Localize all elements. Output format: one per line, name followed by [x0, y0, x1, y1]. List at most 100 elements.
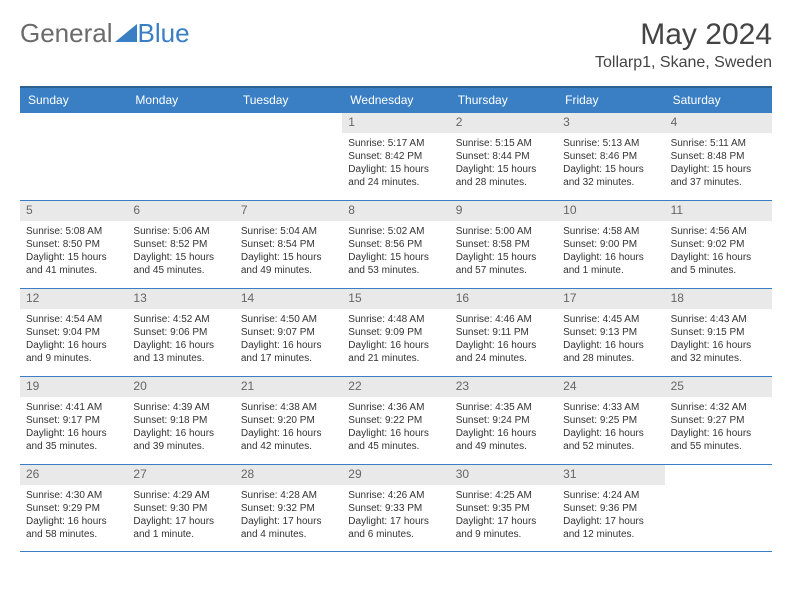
daylight-line: Daylight: 17 hours and 6 minutes. — [348, 515, 443, 541]
sunset-line: Sunset: 9:07 PM — [241, 326, 336, 339]
daylight-line: Daylight: 16 hours and 21 minutes. — [348, 339, 443, 365]
calendar-cell: 3Sunrise: 5:13 AMSunset: 8:46 PMDaylight… — [557, 112, 664, 200]
sunset-line: Sunset: 9:29 PM — [26, 502, 121, 515]
sunrise-line: Sunrise: 4:29 AM — [133, 489, 228, 502]
sunset-line: Sunset: 8:56 PM — [348, 238, 443, 251]
day-number: 1 — [342, 113, 449, 133]
weekday-label: Monday — [127, 88, 234, 112]
daylight-line: Daylight: 16 hours and 13 minutes. — [133, 339, 228, 365]
sunrise-line: Sunrise: 4:35 AM — [456, 401, 551, 414]
sunset-line: Sunset: 9:30 PM — [133, 502, 228, 515]
calendar-cell-empty — [235, 112, 342, 200]
calendar-cell: 25Sunrise: 4:32 AMSunset: 9:27 PMDayligh… — [665, 376, 772, 464]
daylight-line: Daylight: 15 hours and 28 minutes. — [456, 163, 551, 189]
daylight-line: Daylight: 15 hours and 53 minutes. — [348, 251, 443, 277]
sunset-line: Sunset: 9:09 PM — [348, 326, 443, 339]
sunset-line: Sunset: 9:06 PM — [133, 326, 228, 339]
sunrise-line: Sunrise: 4:50 AM — [241, 313, 336, 326]
sunset-line: Sunset: 9:20 PM — [241, 414, 336, 427]
sunrise-line: Sunrise: 4:48 AM — [348, 313, 443, 326]
day-number: 17 — [557, 289, 664, 309]
daylight-line: Daylight: 17 hours and 4 minutes. — [241, 515, 336, 541]
sunrise-line: Sunrise: 4:58 AM — [563, 225, 658, 238]
weekday-label: Sunday — [20, 88, 127, 112]
calendar-cell: 13 Sunrise: 4:52 AMSunset: 9:06 PMDayligh… — [127, 288, 234, 376]
daylight-line: Daylight: 15 hours and 45 minutes. — [133, 251, 228, 277]
sunset-line: Sunset: 8:54 PM — [241, 238, 336, 251]
location-text: Tollarp1, Skane, Sweden — [595, 54, 772, 72]
calendar-cell: 22Sunrise: 4:36 AMSunset: 9:22 PMDayligh… — [342, 376, 449, 464]
brand-text-general: General — [20, 18, 113, 49]
calendar-cell: 18Sunrise: 4:43 AMSunset: 9:15 PMDayligh… — [665, 288, 772, 376]
daylight-line: Daylight: 16 hours and 17 minutes. — [241, 339, 336, 365]
day-number: 16 — [450, 289, 557, 309]
sunset-line: Sunset: 8:44 PM — [456, 150, 551, 163]
calendar-cell: 6 Sunrise: 5:06 AMSunset: 8:52 PMDaylight… — [127, 200, 234, 288]
day-number: 10 — [557, 201, 664, 221]
calendar-grid: 1Sunrise: 5:17 AMSunset: 8:42 PMDaylight… — [20, 112, 772, 552]
sunrise-line: Sunrise: 5:06 AM — [133, 225, 228, 238]
sunset-line: Sunset: 9:02 PM — [671, 238, 766, 251]
sunrise-line: Sunrise: 5:11 AM — [671, 137, 766, 150]
day-number: 26 — [20, 465, 127, 485]
sunset-line: Sunset: 9:22 PM — [348, 414, 443, 427]
daylight-line: Daylight: 16 hours and 55 minutes. — [671, 427, 766, 453]
sunrise-line: Sunrise: 4:24 AM — [563, 489, 658, 502]
sunrise-line: Sunrise: 4:46 AM — [456, 313, 551, 326]
sunrise-line: Sunrise: 4:52 AM — [133, 313, 228, 326]
sunset-line: Sunset: 8:52 PM — [133, 238, 228, 251]
calendar-cell: 27Sunrise: 4:29 AMSunset: 9:30 PMDayligh… — [127, 464, 234, 552]
calendar-cell: 16Sunrise: 4:46 AMSunset: 9:11 PMDayligh… — [450, 288, 557, 376]
daylight-line: Daylight: 15 hours and 24 minutes. — [348, 163, 443, 189]
daylight-line: Daylight: 15 hours and 32 minutes. — [563, 163, 658, 189]
daylight-line: Daylight: 15 hours and 37 minutes. — [671, 163, 766, 189]
weekday-label: Wednesday — [342, 88, 449, 112]
sunset-line: Sunset: 9:36 PM — [563, 502, 658, 515]
calendar-cell: 10 Sunrise: 4:58 AMSunset: 9:00 PMDayligh… — [557, 200, 664, 288]
day-number: 6 — [127, 201, 234, 221]
sunset-line: Sunset: 9:25 PM — [563, 414, 658, 427]
sunset-line: Sunset: 9:32 PM — [241, 502, 336, 515]
calendar-cell: 31Sunrise: 4:24 AMSunset: 9:36 PMDayligh… — [557, 464, 664, 552]
calendar-cell-empty — [665, 464, 772, 552]
calendar-cell-empty — [127, 112, 234, 200]
sunset-line: Sunset: 8:58 PM — [456, 238, 551, 251]
weekday-label: Tuesday — [235, 88, 342, 112]
sunrise-line: Sunrise: 4:54 AM — [26, 313, 121, 326]
sunrise-line: Sunrise: 4:38 AM — [241, 401, 336, 414]
day-number: 3 — [557, 113, 664, 133]
day-number: 15 — [342, 289, 449, 309]
sunrise-line: Sunrise: 4:39 AM — [133, 401, 228, 414]
day-number: 19 — [20, 377, 127, 397]
weekday-label: Friday — [557, 88, 664, 112]
sunrise-line: Sunrise: 5:15 AM — [456, 137, 551, 150]
weekday-label: Saturday — [665, 88, 772, 112]
sunset-line: Sunset: 9:15 PM — [671, 326, 766, 339]
sunrise-line: Sunrise: 4:36 AM — [348, 401, 443, 414]
calendar-cell: 14 Sunrise: 4:50 AMSunset: 9:07 PMDayligh… — [235, 288, 342, 376]
day-number: 14 — [235, 289, 342, 309]
daylight-line: Daylight: 16 hours and 1 minute. — [563, 251, 658, 277]
daylight-line: Daylight: 16 hours and 49 minutes. — [456, 427, 551, 453]
daylight-line: Daylight: 16 hours and 28 minutes. — [563, 339, 658, 365]
sunrise-line: Sunrise: 4:41 AM — [26, 401, 121, 414]
calendar-weekday-header: Sunday Monday Tuesday Wednesday Thursday… — [20, 86, 772, 112]
day-number: 4 — [665, 113, 772, 133]
sunset-line: Sunset: 9:00 PM — [563, 238, 658, 251]
sunset-line: Sunset: 9:13 PM — [563, 326, 658, 339]
daylight-line: Daylight: 16 hours and 39 minutes. — [133, 427, 228, 453]
daylight-line: Daylight: 16 hours and 9 minutes. — [26, 339, 121, 365]
calendar-cell: 28Sunrise: 4:28 AMSunset: 9:32 PMDayligh… — [235, 464, 342, 552]
sunset-line: Sunset: 9:24 PM — [456, 414, 551, 427]
calendar-cell: 12Sunrise: 4:54 AMSunset: 9:04 PMDayligh… — [20, 288, 127, 376]
sunrise-line: Sunrise: 5:17 AM — [348, 137, 443, 150]
daylight-line: Daylight: 16 hours and 5 minutes. — [671, 251, 766, 277]
sunset-line: Sunset: 9:04 PM — [26, 326, 121, 339]
daylight-line: Daylight: 17 hours and 1 minute. — [133, 515, 228, 541]
title-block: May 2024 Tollarp1, Skane, Sweden — [595, 18, 772, 72]
day-number: 13 — [127, 289, 234, 309]
sunset-line: Sunset: 8:48 PM — [671, 150, 766, 163]
day-number: 2 — [450, 113, 557, 133]
calendar-cell: 8Sunrise: 5:02 AMSunset: 8:56 PMDaylight… — [342, 200, 449, 288]
day-number: 23 — [450, 377, 557, 397]
